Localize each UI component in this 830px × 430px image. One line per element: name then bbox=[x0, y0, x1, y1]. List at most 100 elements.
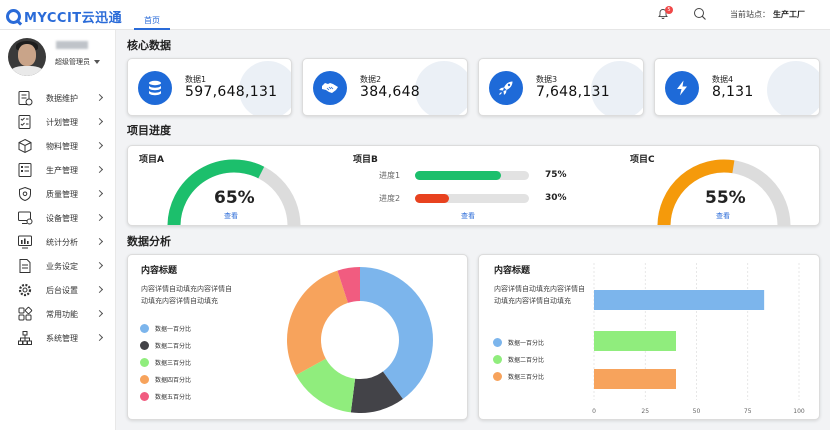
stat-value: 7,648,131 bbox=[536, 84, 610, 100]
monitor-gear-icon bbox=[18, 211, 33, 225]
legend-swatch bbox=[493, 372, 502, 381]
sidebar-item-business[interactable]: 业务设定 bbox=[0, 254, 116, 278]
section-title-analysis: 数据分析 bbox=[127, 235, 171, 248]
legend-label: 数据四百分比 bbox=[155, 377, 192, 384]
logo-text: MYCCIT云迅通 bbox=[24, 11, 123, 26]
sidebar: 超级管理员 数据维护 计划管理 物料管理 生产管理 质量管理 设备管理 统计分析 bbox=[0, 30, 116, 430]
bar[interactable] bbox=[594, 331, 676, 351]
horizontal-bar-chart: 0 25 50 75 100 bbox=[592, 263, 805, 415]
legend-label: 数据三百分比 bbox=[155, 360, 192, 367]
pie-legend-item[interactable]: 数据四百分比 bbox=[140, 371, 191, 388]
grid-icon bbox=[18, 306, 33, 321]
bar-legend-item[interactable]: 数据二百分比 bbox=[493, 351, 544, 368]
search-icon[interactable] bbox=[693, 7, 707, 21]
donut-slice[interactable] bbox=[350, 371, 403, 413]
sidebar-item-production[interactable]: 生产管理 bbox=[0, 158, 116, 182]
section-title-progress: 项目进度 bbox=[127, 124, 171, 137]
sidebar-item-label: 常用功能 bbox=[46, 310, 78, 319]
chevron-right-icon bbox=[95, 213, 104, 222]
sidebar-item-backend[interactable]: 后台设置 bbox=[0, 278, 116, 302]
watermark-handshake-icon bbox=[415, 61, 467, 115]
project-b-view-link[interactable]: 查看 bbox=[461, 212, 475, 220]
pie-legend-item[interactable]: 数据二百分比 bbox=[140, 337, 191, 354]
chevron-right-icon bbox=[95, 309, 104, 318]
pie-legend-item[interactable]: 数据三百分比 bbox=[140, 354, 191, 371]
analysis-right-desc: 内容详情自动填充内容详情自动填充内容详情自动填充 bbox=[494, 285, 585, 305]
sidebar-item-plan[interactable]: 计划管理 bbox=[0, 110, 116, 134]
user-role-dropdown[interactable]: 超级管理员 bbox=[55, 57, 100, 67]
checklist-icon bbox=[18, 115, 31, 129]
donut-slice[interactable] bbox=[296, 358, 356, 413]
donut-slice[interactable] bbox=[287, 270, 348, 376]
pie-legend: 数据一百分比 数据二百分比 数据三百分比 数据四百分比数据五百分比 bbox=[140, 320, 191, 405]
bell-icon[interactable] bbox=[657, 8, 669, 20]
progress-2-track bbox=[415, 194, 529, 203]
legend-swatch bbox=[140, 341, 149, 350]
project-a-percent: 65% bbox=[214, 188, 255, 208]
legend-label: 数据一百分比 bbox=[508, 340, 545, 347]
project-c-view-link[interactable]: 查看 bbox=[716, 212, 730, 220]
legend-label: 数据一百分比 bbox=[155, 326, 192, 333]
legend-label: 数据二百分比 bbox=[155, 343, 192, 350]
top-bar: MYCCIT云迅通 首页 5 当前站点： 生产工厂 bbox=[0, 0, 830, 30]
stat-value: 597,648,131 bbox=[185, 84, 278, 100]
donut-slice[interactable] bbox=[337, 267, 360, 303]
bar-legend-item[interactable]: 数据一百分比 bbox=[493, 334, 544, 351]
x-tick-label: 100 bbox=[793, 408, 805, 415]
sidebar-item-common[interactable]: 常用功能 bbox=[0, 302, 116, 326]
legend-label: 数据三百分比 bbox=[508, 374, 545, 381]
database-icon bbox=[149, 80, 161, 96]
lightning-icon bbox=[677, 80, 687, 96]
project-b-name: 项目B bbox=[353, 155, 378, 165]
stat-card-1[interactable]: 数据1 597,648,131 bbox=[127, 58, 292, 116]
sidebar-item-label: 统计分析 bbox=[46, 238, 78, 247]
bar[interactable] bbox=[594, 369, 676, 389]
stat-value: 8,131 bbox=[712, 84, 754, 100]
stat-label: 数据2 bbox=[360, 75, 382, 84]
project-c-gauge-fill bbox=[657, 159, 735, 225]
pie-legend-item[interactable]: 数据一百分比 bbox=[140, 320, 191, 337]
sidebar-item-material[interactable]: 物料管理 bbox=[0, 134, 116, 158]
sidebar-item-quality[interactable]: 质量管理 bbox=[0, 182, 116, 206]
project-c-name: 项目C bbox=[630, 155, 655, 165]
analysis-left-desc: 内容详情自动填充内容详情自动填充内容详情自动填充 bbox=[141, 285, 232, 305]
sidebar-item-system[interactable]: 系统管理 bbox=[0, 326, 116, 350]
sidebar-item-equipment[interactable]: 设备管理 bbox=[0, 206, 116, 230]
current-station[interactable]: 当前站点： 生产工厂 bbox=[730, 9, 805, 20]
analysis-card-left: 内容标题 内容详情自动填充内容详情自动填充内容详情自动填充 数据一百分比 数据二百… bbox=[127, 254, 468, 420]
pie-legend-item[interactable]: 数据五百分比 bbox=[140, 388, 191, 405]
watermark-database-icon bbox=[239, 61, 291, 115]
chevron-right-icon bbox=[95, 237, 104, 246]
legend-swatch bbox=[493, 355, 502, 364]
avatar[interactable] bbox=[8, 38, 46, 76]
sidebar-item-label: 业务设定 bbox=[46, 262, 78, 271]
list-doc-icon bbox=[18, 163, 32, 177]
stat-card-4[interactable]: 数据4 8,131 bbox=[654, 58, 820, 116]
bar-legend-item[interactable]: 数据三百分比 bbox=[493, 368, 544, 385]
legend-swatch bbox=[140, 392, 149, 401]
project-a-view-link[interactable]: 查看 bbox=[224, 212, 238, 220]
tab-home[interactable]: 首页 bbox=[134, 15, 170, 30]
logo[interactable]: MYCCIT云迅通 bbox=[6, 7, 122, 26]
progress-2-label: 进度2 bbox=[379, 194, 401, 203]
project-c-percent: 55% bbox=[705, 188, 746, 208]
sidebar-item-statistics[interactable]: 统计分析 bbox=[0, 230, 116, 254]
stat-card-2[interactable]: 数据2 384,648 bbox=[302, 58, 468, 116]
gear-icon bbox=[18, 283, 32, 297]
database-doc-icon bbox=[18, 91, 33, 106]
bar-legend: 数据一百分比 数据二百分比 数据三百分比 bbox=[493, 334, 544, 385]
donut-slice[interactable] bbox=[360, 267, 433, 400]
sidebar-menu: 数据维护 计划管理 物料管理 生产管理 质量管理 设备管理 统计分析 业务设定 bbox=[0, 86, 116, 350]
legend-label: 数据二百分比 bbox=[508, 357, 545, 364]
stat-card-3[interactable]: 数据3 7,648,131 bbox=[478, 58, 644, 116]
progress-card: 项目A 65% 查看 项目B 进度1 75% 进度2 30% 查看 项目C 55… bbox=[127, 145, 820, 226]
sidebar-item-data-maintenance[interactable]: 数据维护 bbox=[0, 86, 116, 110]
bar[interactable] bbox=[594, 290, 765, 310]
analysis-left-title: 内容标题 bbox=[141, 266, 178, 276]
legend-swatch bbox=[140, 324, 149, 333]
sidebar-item-label: 系统管理 bbox=[46, 334, 78, 343]
user-name-blurred bbox=[56, 41, 88, 49]
progress-1-label: 进度1 bbox=[379, 171, 401, 180]
chevron-right-icon bbox=[95, 189, 104, 198]
project-a-gauge bbox=[167, 159, 301, 225]
